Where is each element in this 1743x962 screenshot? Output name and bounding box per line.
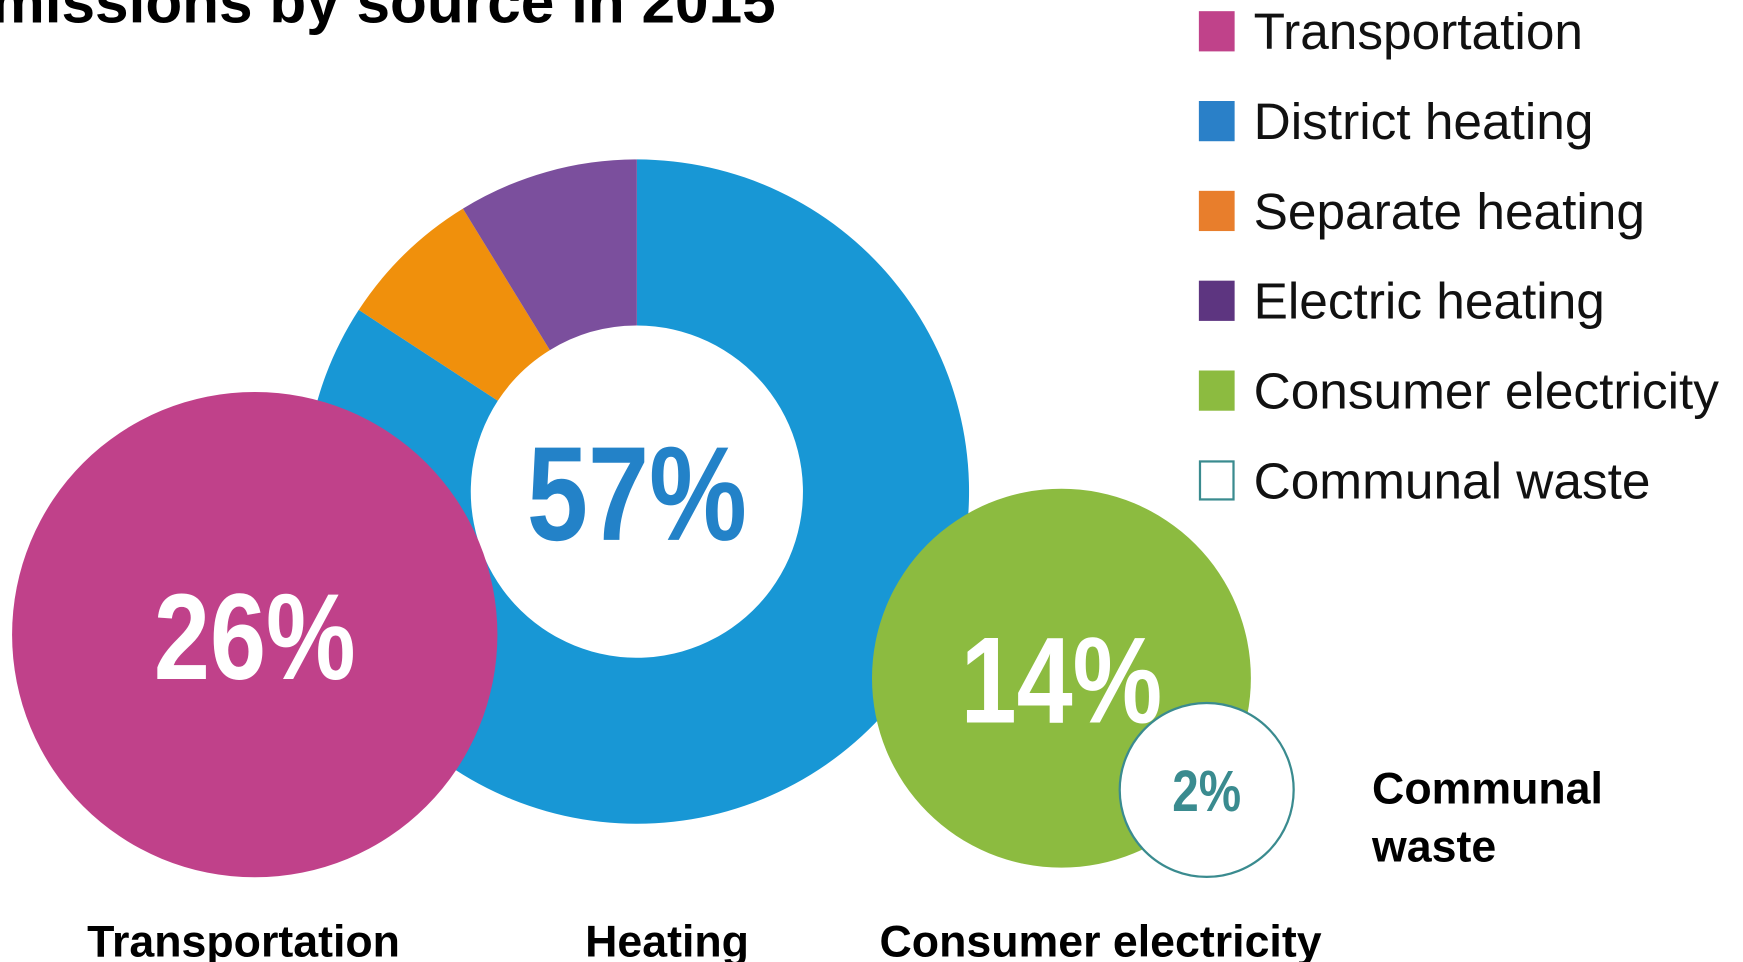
value-label: 14% [961, 611, 1163, 749]
donut-segment [462, 159, 637, 351]
labels: 26% Transportation 57% Heating 14% Consumer e… [87, 418, 1603, 962]
category-label-line: waste [1371, 822, 1496, 871]
legend-swatch [1198, 280, 1235, 321]
value-label: 2% [1172, 759, 1241, 824]
legend-label: Separate heating [1254, 182, 1645, 240]
legend-swatch [1198, 190, 1235, 232]
legend-label: Consumer electricity [1254, 361, 1720, 419]
category-label: Consumer electricity [880, 917, 1322, 962]
legend-swatch [1198, 11, 1235, 52]
legend-label: Electric heating [1254, 272, 1605, 330]
legend-label: District heating [1254, 92, 1594, 150]
chart-title: missions by source in 2015 [0, 0, 776, 35]
legend-label: Transportation [1254, 2, 1583, 60]
category-label-line: Communal [1372, 764, 1603, 813]
donut-segment [358, 208, 550, 401]
value-label: 26% [154, 567, 356, 705]
legend-swatch [1198, 460, 1235, 501]
category-label: Heating [585, 917, 749, 962]
bubbles [12, 391, 1295, 879]
value-label: 57% [527, 418, 747, 568]
bubble [1118, 701, 1295, 879]
bubble [12, 391, 498, 878]
category-label: Communal waste [1371, 764, 1603, 871]
category-label: Transportation [87, 917, 400, 962]
legend: Transportation District heating Separate h… [1198, 2, 1720, 509]
legend-label: Communal waste [1254, 451, 1651, 509]
legend-swatch [1198, 370, 1235, 411]
legend-swatch [1198, 101, 1235, 142]
